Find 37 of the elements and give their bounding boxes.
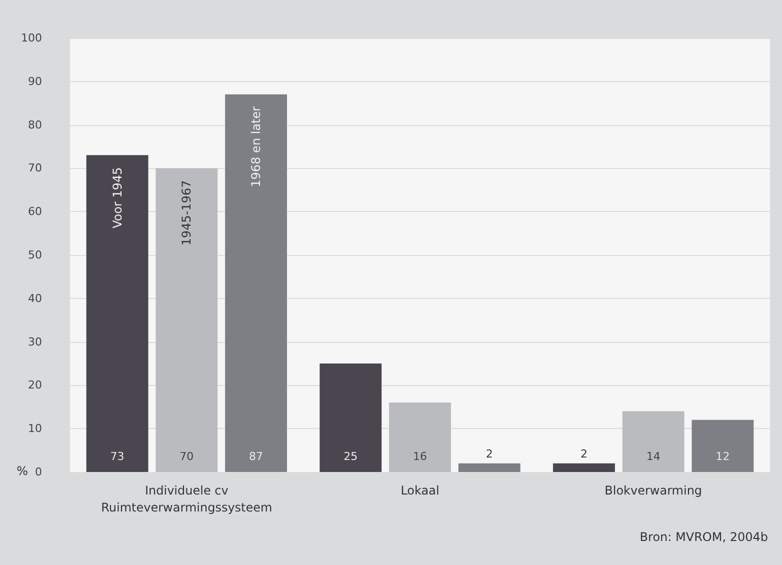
y-tick-label: 70 [28,162,42,175]
data-label: 73 [110,450,124,463]
data-label: 87 [249,450,264,463]
y-tick-label: 90 [28,74,42,88]
series-label: 1968 en later [249,106,264,188]
data-label: 2 [486,447,493,460]
bar [225,94,287,472]
y-tick-label: 10 [28,422,42,436]
data-label: 70 [180,450,194,463]
y-tick-label: 60 [28,205,42,218]
x-tick-label: Lokaal [400,484,440,498]
bar [458,463,520,472]
data-label: 12 [716,450,730,463]
bar [86,155,148,472]
bar [320,364,382,472]
x-tick-label: Blokverwarming [604,484,702,498]
data-label: 25 [344,450,358,463]
y-tick-label: 50 [28,248,42,262]
y-tick-label: 30 [28,335,42,348]
data-label: 14 [646,450,660,463]
y-tick-label: 20 [28,378,42,392]
series-label: 1945-1967 [180,180,194,246]
bar [553,463,615,472]
series-label: Voor 1945 [110,167,124,228]
bar [389,402,451,472]
y-tick-label: 0 [35,466,42,478]
data-label: 16 [413,450,427,463]
y-tick-label: 80 [28,118,42,132]
bar [692,420,754,472]
y-tick-label: 40 [28,292,42,305]
y-tick-label: 100 [21,32,42,44]
text: Bron: MVROM, 2004b [640,530,768,544]
bar [156,168,218,472]
y-axis-title: % [16,464,28,478]
bar [622,411,684,472]
x-tick-label: Individuele cv Ruimteverwarmingssysteem [101,484,272,514]
data-label: 2 [580,447,588,460]
